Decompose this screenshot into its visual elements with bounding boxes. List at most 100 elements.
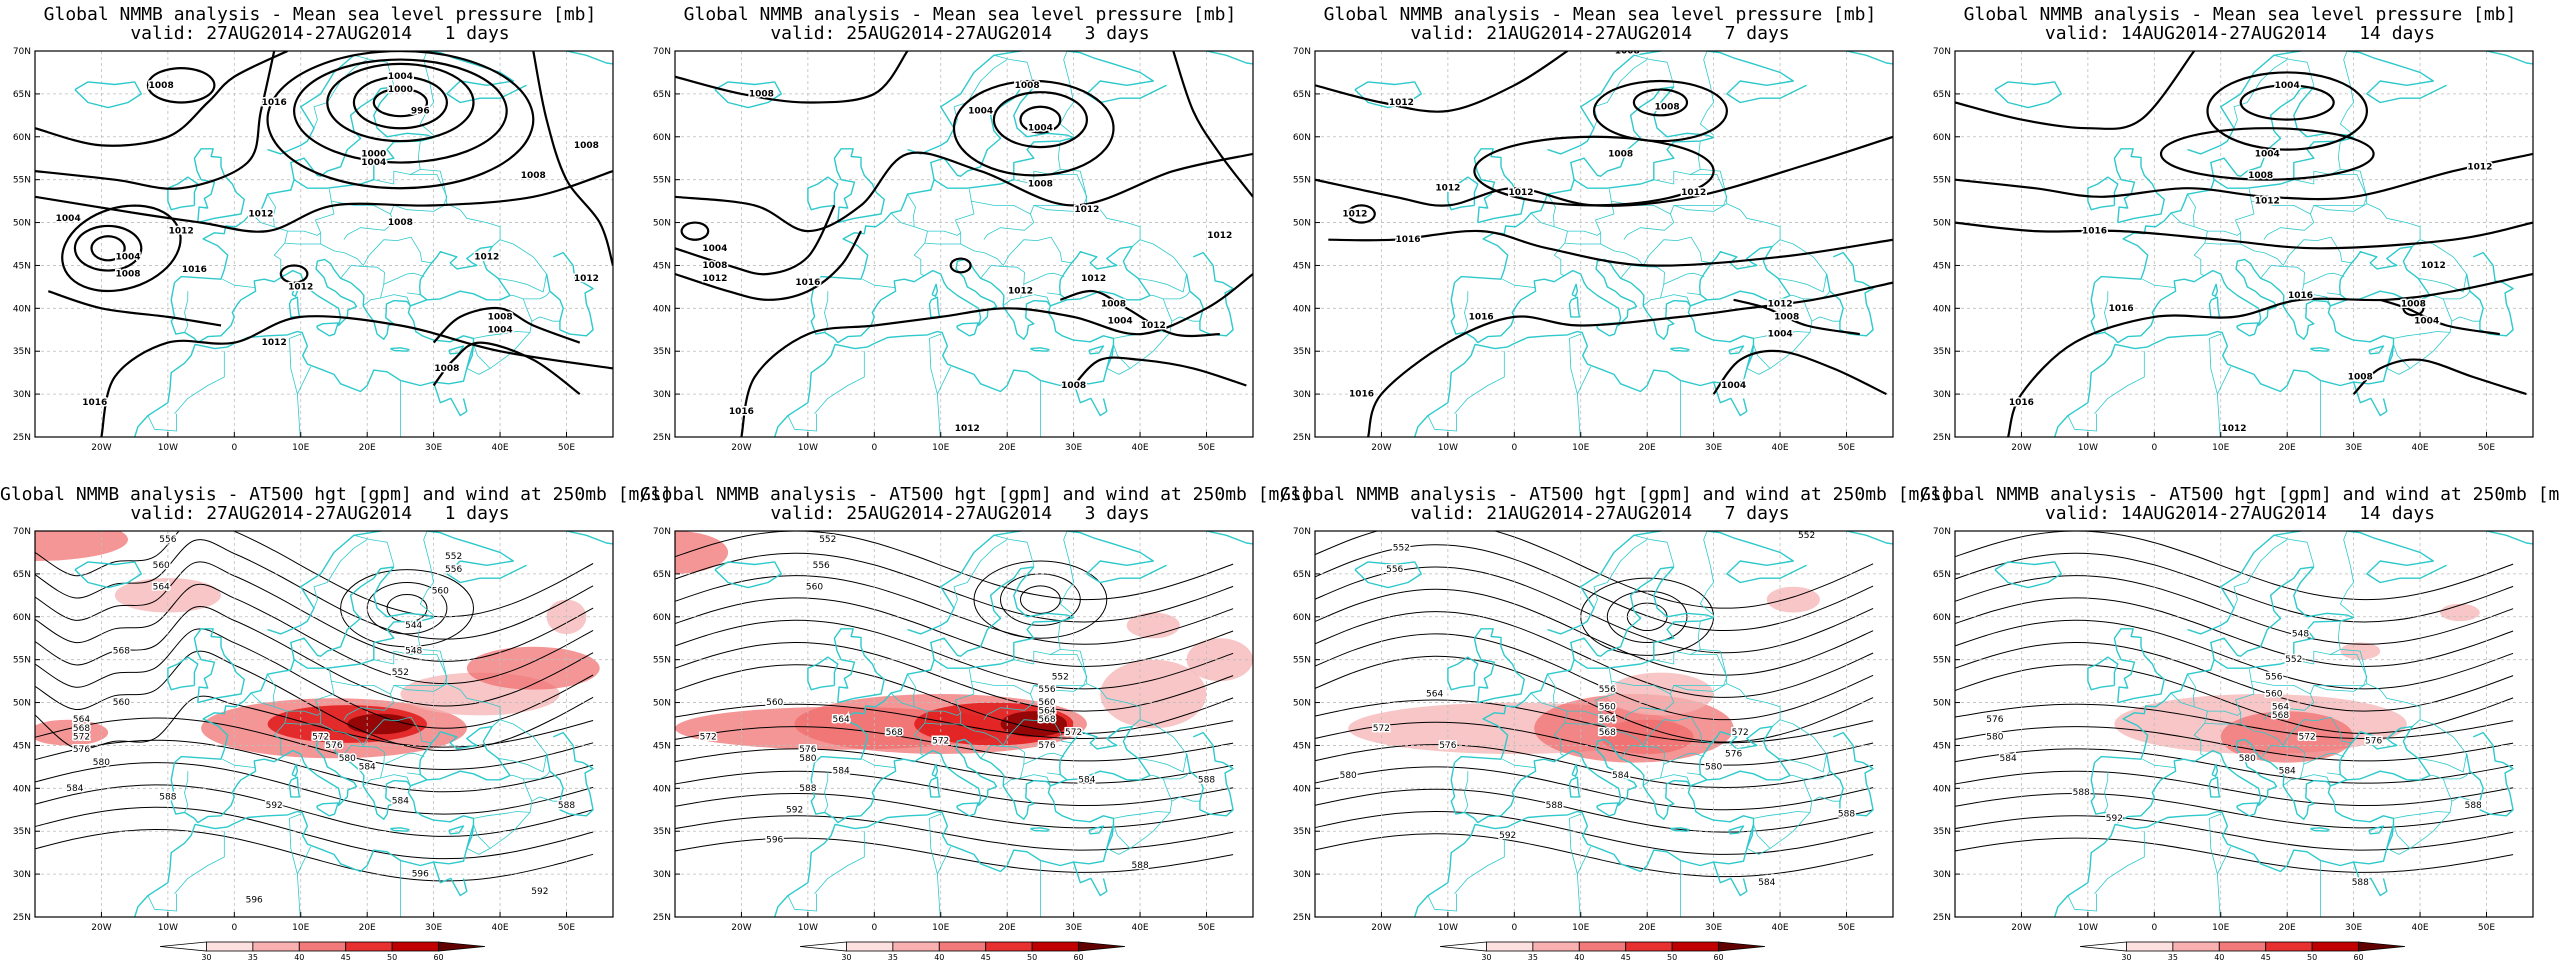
coastline [1473, 148, 1526, 224]
contour-label: 584 [2279, 767, 2296, 777]
colorbar-segment [985, 941, 1033, 952]
country-border [1020, 294, 1051, 306]
isobar [326, 62, 475, 143]
colorbar-tick-label: 35 [1528, 953, 1538, 960]
coastline [419, 245, 511, 301]
coastline [1699, 245, 1791, 301]
height-contour [675, 815, 1234, 851]
country-border [1131, 719, 1187, 755]
isobar [2352, 358, 2527, 396]
height-contour [675, 575, 1234, 645]
contour-label: 1008 [1061, 381, 1086, 391]
latitude-tick-label: 60N [653, 613, 671, 623]
contour-label: 1004 [2275, 81, 2300, 91]
country-border [473, 295, 533, 339]
height-contour [1315, 810, 1874, 855]
contour-label: 588 [799, 784, 816, 794]
map-frame [1954, 530, 2534, 918]
panel-title: Global NMMB analysis - AT500 hgt [gpm] a… [0, 484, 672, 505]
coastline [1106, 824, 1115, 849]
isobar [1955, 221, 2533, 250]
country-border [287, 710, 321, 716]
contour-label: 576 [799, 745, 816, 755]
longitude-tick-label: 20E [999, 443, 1016, 453]
coastline [810, 258, 1151, 344]
contour-label: 1012 [262, 338, 287, 348]
coastline [2236, 322, 2259, 337]
contour-label: 588 [1838, 810, 1855, 820]
country-border [147, 893, 177, 912]
longitude-tick-label: 10W [158, 443, 178, 453]
country-border [1567, 230, 1601, 236]
colorbar-segment [2126, 941, 2174, 952]
isobar [1172, 51, 1253, 198]
contour-label: 560 [766, 698, 783, 708]
country-border [1060, 649, 1088, 684]
country-border [383, 752, 425, 765]
contour-label: 584 [66, 784, 83, 794]
country-border [523, 770, 551, 780]
longitude-tick-label: 20W [91, 443, 111, 453]
coastline [2486, 531, 2533, 545]
country-border [1673, 683, 1781, 727]
longitude-tick-label: 0 [2151, 443, 2157, 453]
country-border [2418, 753, 2467, 773]
latitude-tick-label: 30N [653, 870, 671, 880]
contour-label: 1012 [2421, 261, 2446, 271]
colorbar-segment [1439, 941, 1487, 952]
contour-label: 580 [2239, 754, 2256, 764]
coastline [1746, 824, 1755, 849]
longitude-tick-label: 10E [932, 923, 949, 933]
country-border [1427, 893, 1457, 912]
colorbar-tick-label: 40 [294, 953, 304, 960]
longitude-tick-label: 50E [1838, 923, 1855, 933]
country-border [380, 294, 411, 306]
isobar [279, 264, 309, 284]
contour-label: 572 [1065, 728, 1082, 738]
height-contour [386, 594, 428, 623]
coastline [178, 42, 181, 44]
isobar [61, 204, 182, 293]
coastline [1185, 731, 1234, 817]
contour-label: 1012 [1081, 274, 1106, 284]
contour-label: 584 [392, 797, 409, 807]
latitude-tick-label: 55N [1933, 176, 1951, 186]
country-border [1138, 753, 1187, 773]
country-border [1660, 294, 1691, 306]
coastline [2113, 148, 2166, 224]
longitude-tick-label: 50E [1838, 443, 1855, 453]
z500-wind-map-panel: Global NMMB analysis - AT500 hgt [gpm] a… [640, 480, 1312, 960]
coastline [774, 785, 1115, 917]
wind-speed-colorbar: 30 35 40 45 50 60 [1439, 941, 1766, 960]
country-border [960, 236, 1072, 266]
latitude-tick-label: 45N [13, 741, 31, 751]
contour-label: 1008 [1615, 47, 1640, 57]
country-border [1569, 333, 1581, 395]
contour-label: 592 [531, 887, 548, 897]
contour-label: 1008 [115, 270, 140, 280]
country-border [980, 264, 1025, 307]
country-border [2326, 292, 2341, 295]
coastline [2054, 785, 2395, 917]
country-border [1046, 292, 1061, 295]
isobar [432, 341, 581, 395]
colorbar-segment [298, 941, 347, 952]
country-border [2251, 200, 2315, 240]
longitude-tick-label: 0 [1511, 923, 1517, 933]
coastline [193, 628, 246, 704]
contour-label: 1016 [1349, 390, 1374, 400]
country-border [1576, 366, 1592, 437]
coastline [2352, 861, 2388, 897]
coastline [1547, 531, 1807, 635]
longitude-tick-label: 0 [2151, 923, 2157, 933]
country-border [936, 366, 952, 437]
contour-label: 556 [1038, 685, 1055, 695]
latitude-tick-label: 60N [1933, 133, 1951, 143]
latitude-tick-label: 55N [13, 176, 31, 186]
coastline [1447, 176, 1479, 211]
longitude-tick-label: 10W [798, 443, 818, 453]
latitude-tick-label: 30N [13, 390, 31, 400]
country-border [1700, 649, 1728, 684]
panel-title: Global NMMB analysis - Mean sea level pr… [1963, 4, 2517, 25]
